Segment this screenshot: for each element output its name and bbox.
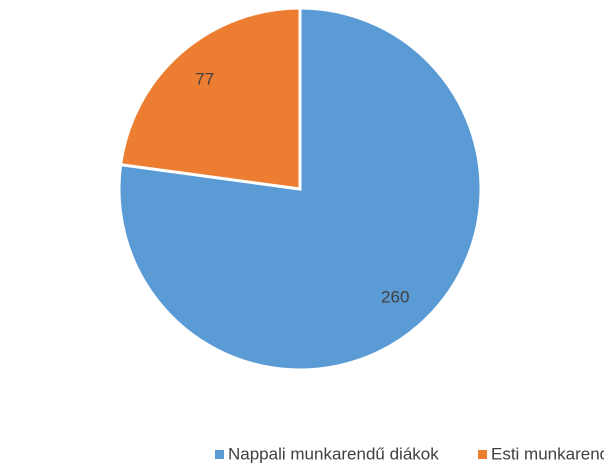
data-label: 260 — [381, 288, 409, 307]
legend-swatch — [215, 450, 224, 459]
legend-label: Nappali munkarendű diákok — [228, 444, 439, 463]
data-label: 77 — [195, 69, 214, 88]
pie-slice — [118, 6, 302, 191]
legend-swatch — [478, 450, 487, 459]
legend-label: Esti munkarendű diákok — [491, 444, 604, 463]
pie-slice — [117, 6, 483, 372]
